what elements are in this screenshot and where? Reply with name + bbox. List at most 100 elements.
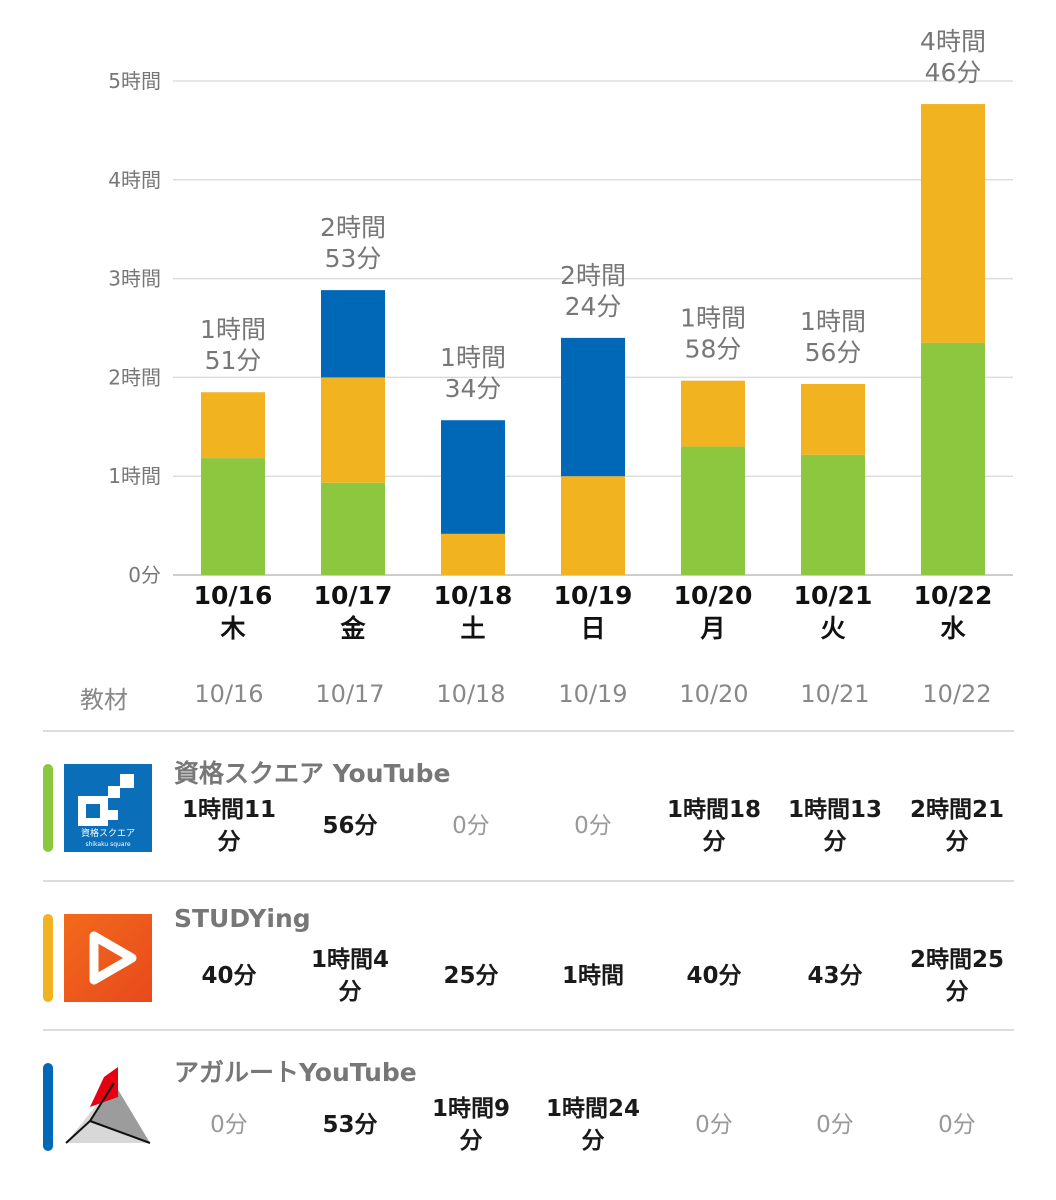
material-name: 資格スクエア YouTube (174, 759, 451, 788)
time-value: 2時間21 分 (910, 794, 1004, 858)
time-cell: 1時間4 分 (292, 940, 408, 1012)
bar-segment (561, 337, 625, 477)
time-cell: 0分 (777, 1089, 893, 1161)
time-cell: 0分 (171, 1089, 287, 1161)
time-cell: 40分 (656, 940, 772, 1012)
time-cell: 0分 (656, 1089, 772, 1161)
time-value: 0分 (210, 1109, 248, 1141)
time-value: 40分 (201, 960, 256, 992)
time-value: 56分 (322, 810, 377, 842)
time-value: 1時間11 分 (182, 794, 276, 858)
study-time-chart: 0分1時間2時間3時間4時間5時間1時間51分10/16木2時間53分10/17… (108, 27, 1013, 643)
time-value-line: 0分 (938, 1112, 976, 1138)
time-value: 43分 (807, 960, 862, 992)
time-value-line: 分 (217, 829, 241, 855)
time-value-line: 0分 (574, 813, 612, 839)
time-value-line: 分 (338, 979, 362, 1005)
bar-segment (321, 482, 385, 575)
x-tick-date: 10/17 (314, 581, 393, 610)
row-divider (43, 880, 1014, 882)
bar-segment (681, 380, 745, 447)
header-date: 10/22 (922, 680, 992, 708)
x-tick-weekday: 月 (699, 614, 725, 643)
time-cell: 40分 (171, 940, 287, 1012)
time-value: 53分 (322, 1109, 377, 1141)
time-value: 40分 (686, 960, 741, 992)
bar-segment (201, 392, 265, 459)
time-value: 1時間18 分 (667, 794, 761, 858)
time-value-line: 分 (945, 829, 969, 855)
time-value-line: 1時間4 (310, 947, 389, 973)
bar-segment (321, 377, 385, 483)
x-tick-weekday: 金 (339, 614, 366, 643)
time-cell: 43分 (777, 940, 893, 1012)
bar-segment (921, 104, 985, 343)
time-value: 0分 (452, 810, 490, 842)
table-header: 教材 10/16 10/17 10/18 10/19 10/20 10/21 10/22 (0, 660, 1056, 730)
svg-text:資格スクエア: 資格スクエア (81, 827, 135, 839)
time-value-line: 1時間9 (431, 1096, 510, 1122)
bar-segment (441, 533, 505, 575)
time-value-line: 0分 (816, 1112, 854, 1138)
time-value: 1時間9 分 (432, 1093, 510, 1157)
time-value-line: 43分 (807, 963, 863, 989)
header-date: 10/19 (558, 680, 628, 708)
time-value: 0分 (695, 1109, 733, 1141)
time-value: 1時間24 分 (546, 1093, 640, 1157)
time-value: 1時間4 分 (311, 944, 389, 1008)
time-cell: 0分 (535, 790, 651, 862)
time-value-line: 分 (581, 1128, 605, 1154)
time-value-line: 1時間18 (666, 797, 761, 823)
bar-total-hours: 1時間 (200, 315, 266, 344)
time-cell: 1時間11 分 (171, 790, 287, 862)
time-value-line: 2時間21 (909, 797, 1004, 823)
header-date: 10/21 (800, 680, 870, 708)
time-value-line: 40分 (686, 963, 742, 989)
bar-segment (561, 476, 625, 575)
y-tick-label: 5時間 (108, 69, 161, 93)
time-value-line: 1時間11 (181, 797, 276, 823)
time-cell: 1時間13 分 (777, 790, 893, 862)
y-tick-label: 2時間 (108, 365, 161, 389)
bar-total-hours: 1時間 (680, 304, 746, 333)
time-cell: 25分 (413, 940, 529, 1012)
bar-total-minutes: 46分 (925, 58, 982, 87)
x-tick-date: 10/18 (434, 581, 513, 610)
time-value-line: 0分 (210, 1112, 248, 1138)
time-value-line: 53分 (322, 1112, 378, 1138)
time-cell: 1時間24 分 (535, 1089, 651, 1161)
bar-total-minutes: 24分 (565, 292, 622, 321)
bar-total-hours: 2時間 (320, 213, 386, 242)
x-tick-weekday: 木 (219, 614, 245, 643)
x-tick-date: 10/20 (674, 581, 753, 610)
time-cell: 2時間21 分 (899, 790, 1015, 862)
materials-table: 教材 10/16 10/17 10/18 10/19 10/20 10/21 10/22 資… (0, 660, 1056, 1154)
time-value-line: 分 (823, 829, 847, 855)
time-value-line: 1時間 (561, 963, 624, 989)
material-row: 資格スクエア shikaku square 資格スクエア YouTube 1時間11 分… (0, 732, 1056, 880)
y-tick-label: 3時間 (108, 267, 161, 291)
time-value: 25分 (443, 960, 498, 992)
time-value-line: 0分 (452, 813, 490, 839)
studying-play-logo (64, 914, 152, 1002)
bar-segment (201, 458, 265, 575)
bar-total-minutes: 34分 (445, 374, 502, 403)
row-divider (43, 730, 1014, 732)
material-color-stripe (43, 1063, 53, 1151)
bar-total-minutes: 56分 (805, 338, 862, 367)
bar-total-hours: 4時間 (920, 27, 986, 56)
time-value: 0分 (574, 810, 612, 842)
material-row: アガルートYouTube 0分 53分 1時間9 分 1時間24 分 0分 0分 0分 (0, 1031, 1056, 1179)
agaroot-triangle-logo (64, 1063, 152, 1151)
time-value-line: 0分 (695, 1112, 733, 1138)
y-tick-label: 0分 (128, 563, 161, 587)
time-value-line: 56分 (322, 813, 378, 839)
time-cell: 1時間 (535, 940, 651, 1012)
x-tick-date: 10/16 (194, 581, 273, 610)
header-date: 10/20 (679, 680, 749, 708)
row-divider (43, 1029, 1014, 1031)
x-tick-weekday: 日 (580, 614, 605, 643)
time-value-line: 25分 (443, 963, 499, 989)
time-value-line: 2時間25 (909, 947, 1004, 973)
x-tick-weekday: 土 (460, 614, 485, 643)
